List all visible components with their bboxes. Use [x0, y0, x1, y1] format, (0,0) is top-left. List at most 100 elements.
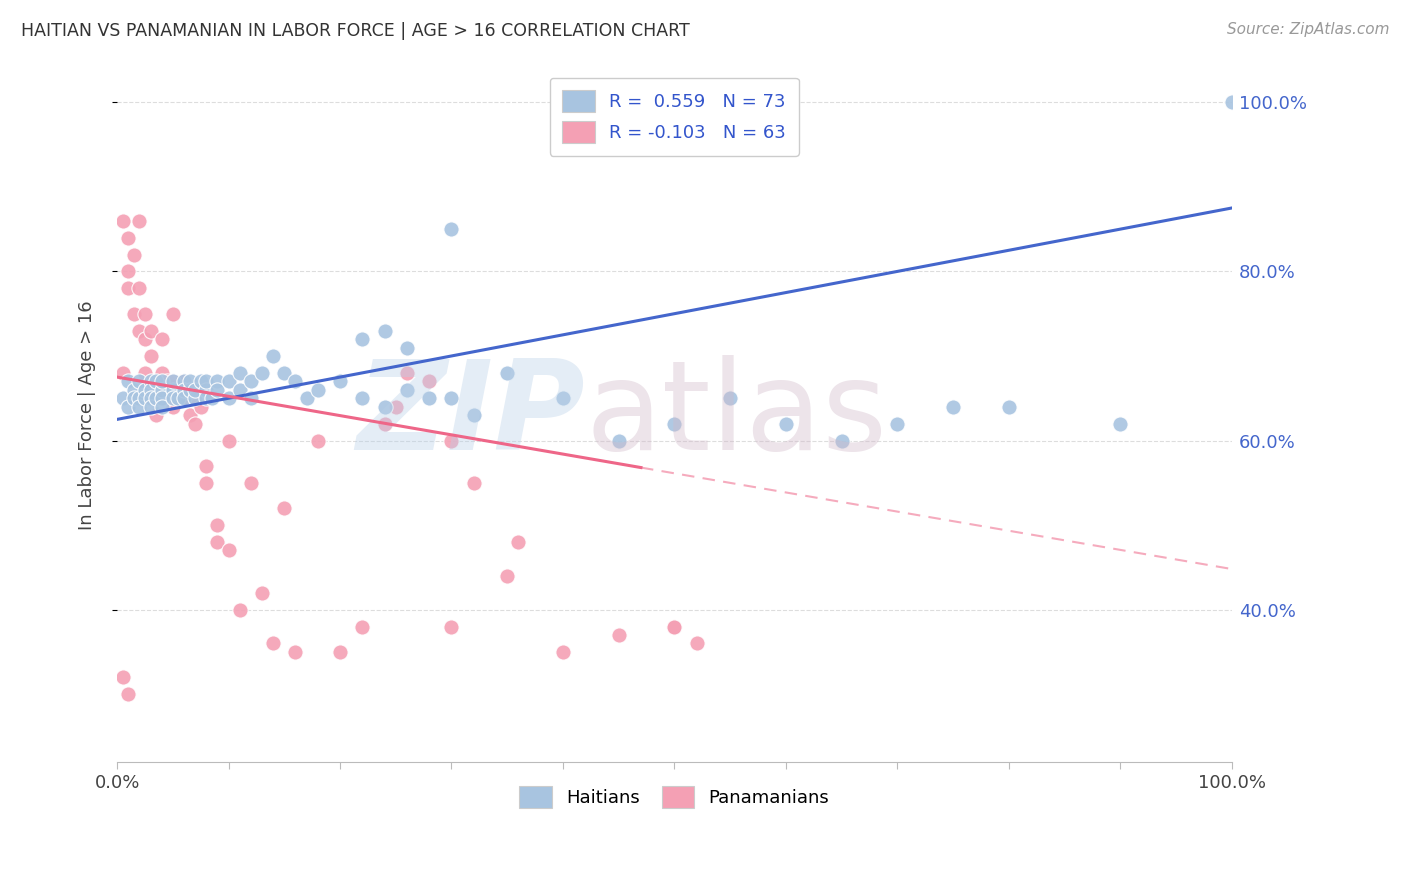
- Point: [179, 408, 201, 422]
- Point: [139, 391, 162, 405]
- Point: [207, 535, 229, 549]
- Legend: Haitians, Panamanians: Haitians, Panamanians: [512, 779, 837, 815]
- Point: [195, 374, 218, 388]
- Point: [463, 408, 485, 422]
- Point: [418, 374, 440, 388]
- Point: [201, 391, 224, 405]
- Point: [139, 374, 162, 388]
- Point: [150, 391, 173, 405]
- Text: HAITIAN VS PANAMANIAN IN LABOR FORCE | AGE > 16 CORRELATION CHART: HAITIAN VS PANAMANIAN IN LABOR FORCE | A…: [21, 22, 690, 40]
- Point: [686, 636, 709, 650]
- Point: [162, 374, 184, 388]
- Point: [111, 391, 134, 405]
- Point: [374, 324, 396, 338]
- Point: [150, 383, 173, 397]
- Point: [207, 374, 229, 388]
- Text: Source: ZipAtlas.com: Source: ZipAtlas.com: [1226, 22, 1389, 37]
- Point: [134, 366, 156, 380]
- Point: [228, 383, 250, 397]
- Point: [139, 400, 162, 414]
- Y-axis label: In Labor Force | Age > 16: In Labor Force | Age > 16: [79, 301, 96, 530]
- Point: [184, 391, 207, 405]
- Point: [167, 391, 190, 405]
- Point: [262, 349, 284, 363]
- Point: [508, 535, 530, 549]
- Point: [117, 687, 139, 701]
- Point: [184, 383, 207, 397]
- Point: [117, 264, 139, 278]
- Point: [463, 475, 485, 490]
- Point: [997, 400, 1019, 414]
- Point: [218, 391, 240, 405]
- Point: [239, 391, 262, 405]
- Point: [942, 400, 965, 414]
- Point: [195, 383, 218, 397]
- Point: [134, 332, 156, 346]
- Point: [111, 670, 134, 684]
- Point: [239, 374, 262, 388]
- Point: [162, 374, 184, 388]
- Point: [284, 374, 307, 388]
- Point: [162, 383, 184, 397]
- Point: [496, 366, 519, 380]
- Point: [228, 602, 250, 616]
- Point: [418, 391, 440, 405]
- Point: [167, 391, 190, 405]
- Point: [239, 475, 262, 490]
- Point: [150, 366, 173, 380]
- Point: [775, 417, 797, 431]
- Point: [139, 383, 162, 397]
- Point: [440, 222, 463, 236]
- Point: [664, 619, 686, 633]
- Point: [831, 434, 853, 448]
- Point: [145, 383, 167, 397]
- Point: [664, 619, 686, 633]
- Point: [496, 568, 519, 582]
- Point: [440, 619, 463, 633]
- Point: [128, 281, 150, 295]
- Point: [395, 383, 418, 397]
- Point: [384, 400, 406, 414]
- Point: [295, 391, 318, 405]
- Point: [122, 391, 145, 405]
- Point: [128, 324, 150, 338]
- Point: [150, 332, 173, 346]
- Point: [173, 374, 195, 388]
- Point: [162, 307, 184, 321]
- Point: [173, 391, 195, 405]
- Point: [886, 417, 908, 431]
- Point: [111, 366, 134, 380]
- Point: [329, 374, 352, 388]
- Point: [228, 366, 250, 380]
- Point: [551, 645, 574, 659]
- Point: [284, 645, 307, 659]
- Point: [607, 434, 630, 448]
- Text: ZIP: ZIP: [357, 355, 585, 475]
- Point: [117, 230, 139, 244]
- Point: [139, 391, 162, 405]
- Point: [134, 383, 156, 397]
- Text: atlas: atlas: [585, 355, 887, 475]
- Point: [273, 366, 295, 380]
- Point: [117, 374, 139, 388]
- Point: [607, 628, 630, 642]
- Point: [128, 213, 150, 227]
- Point: [184, 417, 207, 431]
- Point: [352, 619, 374, 633]
- Point: [374, 417, 396, 431]
- Point: [1220, 95, 1243, 110]
- Point: [190, 374, 212, 388]
- Point: [173, 383, 195, 397]
- Point: [134, 391, 156, 405]
- Point: [128, 400, 150, 414]
- Point: [551, 391, 574, 405]
- Point: [352, 332, 374, 346]
- Point: [122, 247, 145, 261]
- Point: [218, 374, 240, 388]
- Point: [440, 391, 463, 405]
- Point: [218, 543, 240, 558]
- Point: [664, 417, 686, 431]
- Point: [117, 400, 139, 414]
- Point: [173, 374, 195, 388]
- Point: [1109, 417, 1132, 431]
